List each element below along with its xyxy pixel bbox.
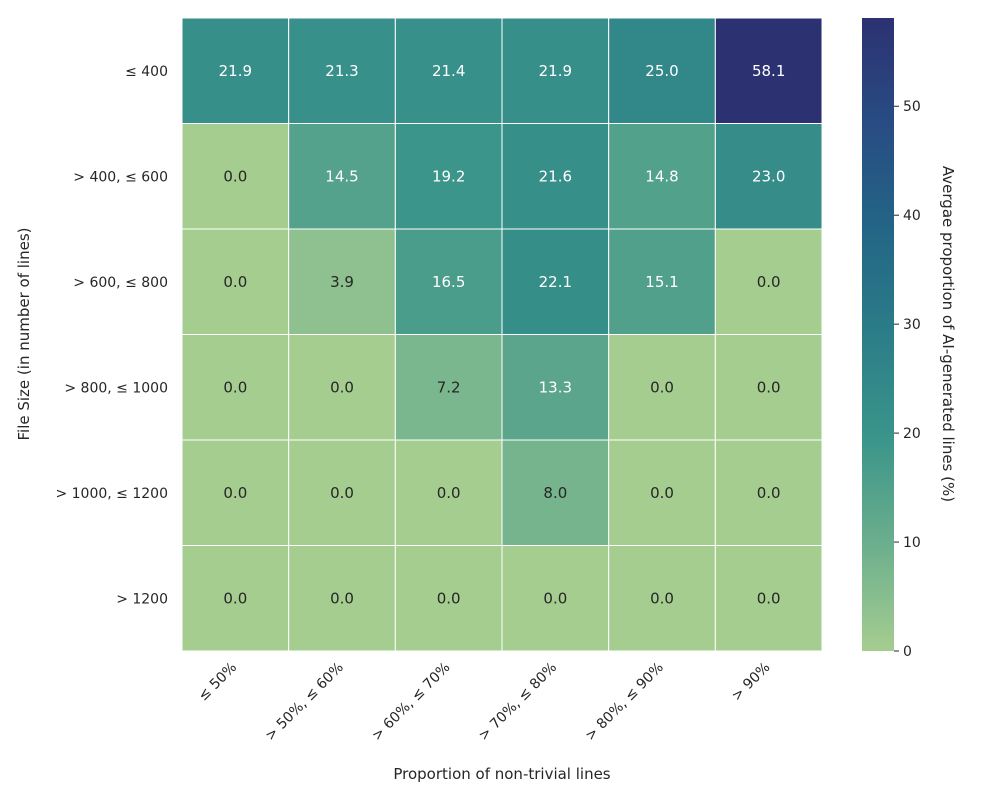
heatmap-cell xyxy=(181,334,290,441)
heatmap-cell xyxy=(501,334,610,441)
cell-value-label: 23.0 xyxy=(752,167,785,185)
cell-value-label: 21.3 xyxy=(325,62,358,80)
heatmap-cell xyxy=(608,439,716,546)
heatmap-cell xyxy=(181,439,290,546)
heatmap-cell xyxy=(608,334,716,441)
cell-value-label: 0.0 xyxy=(650,589,674,607)
heatmap-cell xyxy=(181,545,290,652)
heatmap-cell xyxy=(714,439,823,546)
heatmap-cell xyxy=(394,228,503,335)
heatmap-cell xyxy=(714,334,823,441)
heatmap-cell xyxy=(181,228,290,335)
cell-value-label: 0.0 xyxy=(223,167,247,185)
cell-value-label: 0.0 xyxy=(223,378,247,396)
x-tick-label: > 60%, ≤ 70% xyxy=(369,660,453,744)
cell-value-label: 15.1 xyxy=(645,273,678,291)
heatmap-cell xyxy=(394,17,503,124)
heatmap-cell xyxy=(501,545,610,652)
cell-value-label: 0.0 xyxy=(330,484,354,502)
heatmap-cell xyxy=(714,17,823,124)
cell-value-label: 21.6 xyxy=(539,167,572,185)
cell-value-label: 19.2 xyxy=(432,167,465,185)
heatmap-cell xyxy=(501,17,610,124)
x-tick-label: > 90% xyxy=(729,660,774,705)
cell-value-label: 21.4 xyxy=(432,62,465,80)
cell-value-label: 22.1 xyxy=(539,273,572,291)
heatmap-cell xyxy=(288,17,396,124)
cell-value-label: 7.2 xyxy=(437,378,461,396)
cell-value-label: 0.0 xyxy=(757,589,781,607)
cell-value-label: 0.0 xyxy=(757,273,781,291)
colorbar-label: Avergae proportion of AI-generated lines… xyxy=(939,166,957,502)
y-axis-label: File Size (in number of lines) xyxy=(15,228,33,441)
x-axis-ticks: ≤ 50% > 50%, ≤ 60% > 60%, ≤ 70% > 70%, ≤ 80… xyxy=(195,660,774,744)
colorbar-tick-label: 30 xyxy=(903,317,921,333)
heatmap-cell xyxy=(608,17,716,124)
heatmap-cell xyxy=(394,439,503,546)
cell-value-labels: 21.9 21.3 21.4 21.9 25.0 58.1 0.0 14.5 19.2 21.6 1… xyxy=(219,62,786,608)
cell-value-label: 3.9 xyxy=(330,273,354,291)
cell-value-label: 0.0 xyxy=(543,589,567,607)
cell-value-label: 8.0 xyxy=(543,484,567,502)
cell-value-label: 0.0 xyxy=(437,589,461,607)
heatmap-cell xyxy=(288,334,396,441)
heatmap-cell xyxy=(714,545,823,652)
cell-value-label: 14.8 xyxy=(645,167,678,185)
cell-value-label: 58.1 xyxy=(752,62,785,80)
cell-value-label: 0.0 xyxy=(330,378,354,396)
colorbar-tick-label: 0 xyxy=(903,644,912,660)
heatmap-cell xyxy=(714,123,823,230)
x-tick-label: ≤ 50% xyxy=(195,660,240,705)
y-tick-label: > 1200 xyxy=(116,591,168,607)
x-tick-label: > 50%, ≤ 60% xyxy=(262,660,346,744)
x-axis-label: Proportion of non-trivial lines xyxy=(393,765,610,783)
heatmap-cell xyxy=(608,545,716,652)
cell-value-label: 0.0 xyxy=(650,378,674,396)
heatmap-cell xyxy=(288,228,396,335)
cell-value-label: 25.0 xyxy=(645,62,678,80)
heatmap-cell xyxy=(394,334,503,441)
colorbar-tick-label: 50 xyxy=(903,99,921,115)
y-tick-label: ≤ 400 xyxy=(125,64,168,80)
y-tick-label: > 600, ≤ 800 xyxy=(73,275,168,291)
colorbar-tick-label: 20 xyxy=(903,426,921,442)
colorbar-ticks: 0 10 20 30 40 50 xyxy=(894,99,921,660)
cell-value-label: 21.9 xyxy=(539,62,572,80)
colorbar xyxy=(862,18,894,651)
heatmap-cell xyxy=(608,228,716,335)
heatmap-cell xyxy=(501,228,610,335)
heatmap-cell xyxy=(181,17,290,124)
heatmap-cells xyxy=(181,17,823,652)
cell-value-label: 0.0 xyxy=(437,484,461,502)
y-tick-label: > 1000, ≤ 1200 xyxy=(55,486,168,502)
cell-value-label: 0.0 xyxy=(223,273,247,291)
y-axis-ticks: ≤ 400 > 400, ≤ 600 > 600, ≤ 800 > 800, ≤ 10… xyxy=(55,64,168,608)
heatmap-cell xyxy=(714,228,823,335)
heatmap-cell xyxy=(501,123,610,230)
cell-value-label: 13.3 xyxy=(539,378,572,396)
cell-value-label: 0.0 xyxy=(757,378,781,396)
cell-value-label: 0.0 xyxy=(330,589,354,607)
cell-value-label: 0.0 xyxy=(223,589,247,607)
y-tick-label: > 400, ≤ 600 xyxy=(73,169,168,185)
cell-value-label: 0.0 xyxy=(223,484,247,502)
heatmap-cell xyxy=(288,123,396,230)
y-tick-label: > 800, ≤ 1000 xyxy=(64,380,168,396)
colorbar-tick-label: 10 xyxy=(903,535,921,551)
cell-value-label: 16.5 xyxy=(432,273,465,291)
heatmap-cell xyxy=(501,439,610,546)
cell-value-label: 21.9 xyxy=(219,62,252,80)
cell-value-label: 14.5 xyxy=(325,167,358,185)
x-tick-label: > 70%, ≤ 80% xyxy=(476,660,560,744)
colorbar-tick-label: 40 xyxy=(903,208,921,224)
cell-value-label: 0.0 xyxy=(650,484,674,502)
x-tick-label: > 80%, ≤ 90% xyxy=(582,660,666,744)
cell-value-label: 0.0 xyxy=(757,484,781,502)
